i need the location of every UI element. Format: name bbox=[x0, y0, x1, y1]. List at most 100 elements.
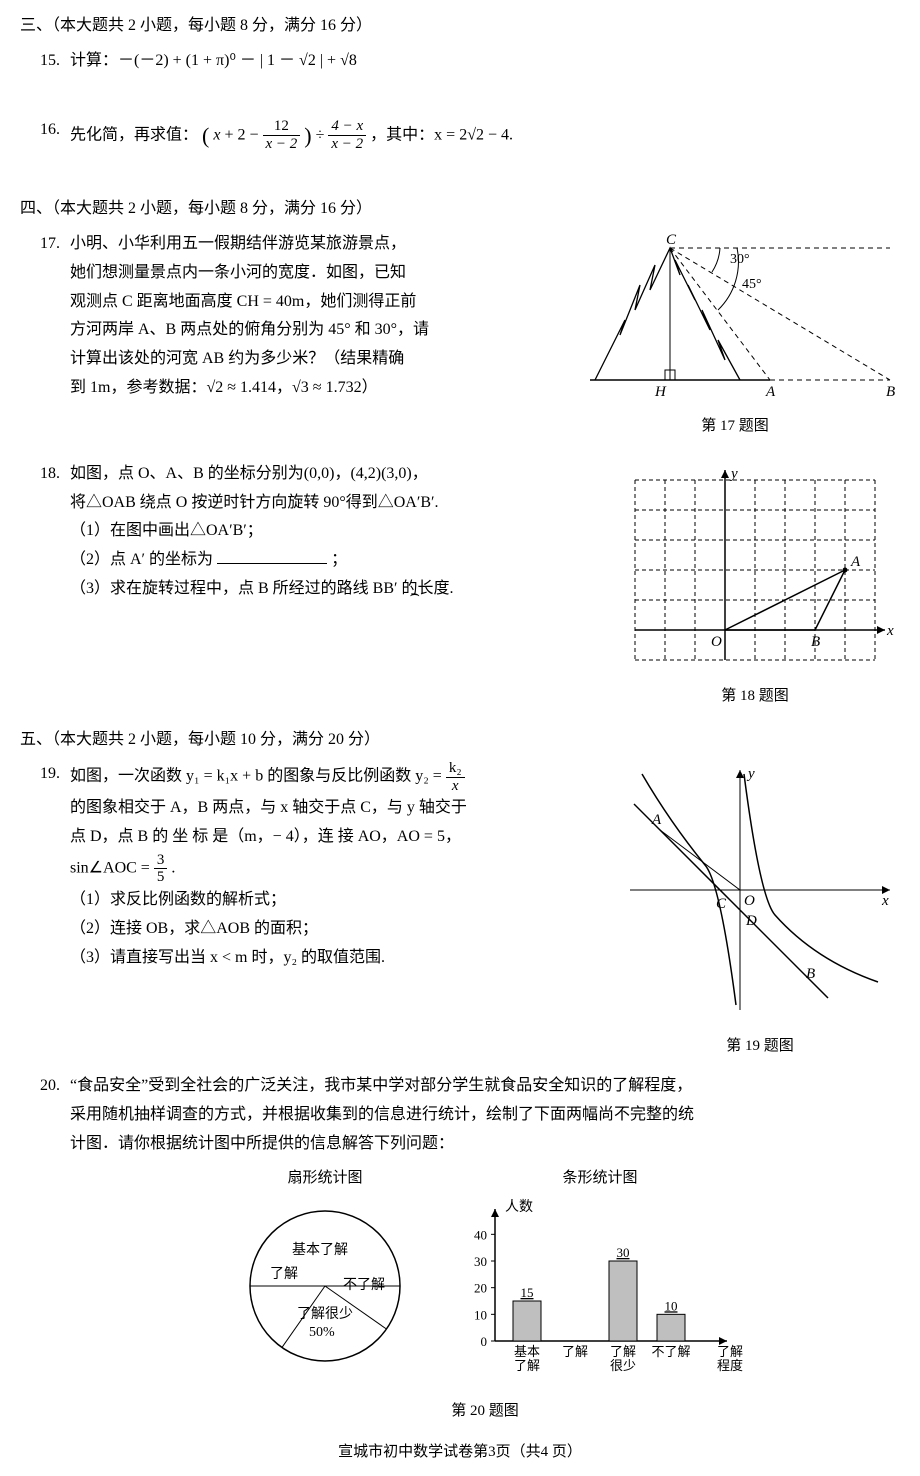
svg-text:O: O bbox=[711, 634, 722, 650]
q20-pie-title: 扇形统计图 bbox=[225, 1165, 425, 1192]
q17-figlabel: 第 17 题图 bbox=[570, 413, 900, 440]
section-four-header: 四、（本大题共 2 小题，每小题 8 分，满分 16 分） bbox=[20, 195, 900, 224]
q19-lead3: 点 D，点 B 的 坐 标 是（m，− 4），连 接 AO，AO = 5， bbox=[70, 823, 610, 852]
svg-text:基本: 基本 bbox=[514, 1344, 540, 1359]
q20-bar-block: 条形统计图 人数01020304015基本了解了解30了解很少10不了解了解程度 bbox=[455, 1165, 745, 1397]
q16-lead: 先化简，再求值： bbox=[70, 126, 198, 143]
q19-y: y bbox=[746, 766, 755, 782]
q19-A: A bbox=[651, 812, 662, 828]
q17-label-H: H bbox=[654, 384, 667, 400]
q16-tail: ，其中：x = 2√2 − 4. bbox=[370, 126, 513, 143]
q18-sub1: （1）在图中画出△OA′B′； bbox=[70, 517, 600, 546]
q16-frac2-n: 4 − x bbox=[328, 118, 366, 136]
q20-bar-title: 条形统计图 bbox=[455, 1165, 745, 1192]
q18-sub2a: （2）点 A′ 的坐标为 bbox=[70, 551, 213, 568]
q17-num: 17. bbox=[40, 230, 60, 259]
svg-text:10: 10 bbox=[665, 1298, 678, 1313]
svg-text:了解很少: 了解很少 bbox=[297, 1306, 353, 1322]
question-19: 19. 如图，一次函数 y₁ = k₁x + b 的图象与反比例函数 y₂ = … bbox=[70, 760, 900, 1060]
q19-sub1: （1）求反比例函数的解析式； bbox=[70, 886, 610, 915]
q19-sub2: （2）连接 OB，求△AOB 的面积； bbox=[70, 915, 610, 944]
q17-label-A: A bbox=[765, 384, 776, 400]
q17-line5: 计算出该处的河宽 AB 约为多少米？（结果精确 bbox=[70, 345, 560, 374]
svg-text:B: B bbox=[811, 634, 820, 650]
q16-frac1-d: x − 2 bbox=[263, 136, 301, 153]
q19-fd: x bbox=[446, 778, 465, 795]
q19-figure: A B O C D x y 第 19 题图 bbox=[620, 760, 900, 1060]
svg-text:50%: 50% bbox=[309, 1325, 335, 1340]
svg-text:人数: 人数 bbox=[505, 1199, 533, 1215]
q17-line2: 她们想测量景点内一条小河的宽度．如图，已知 bbox=[70, 259, 560, 288]
q20-line3: 计图．请你根据统计图中所提供的信息解答下列问题： bbox=[70, 1130, 900, 1159]
q16-num: 16. bbox=[40, 116, 60, 145]
svg-text:不了解: 不了解 bbox=[651, 1344, 690, 1359]
q17-line3: 观测点 C 距离地面高度 CH = 40m，她们测得正前 bbox=[70, 288, 560, 317]
q18-figure: A B Ox y 第 18 题图 bbox=[610, 460, 900, 710]
q19-num: 19. bbox=[40, 760, 60, 789]
q18-line2: 将△OAB 绕点 O 按逆时针方向旋转 90°得到△OA′B′. bbox=[70, 489, 600, 518]
svg-text:了解: 了解 bbox=[610, 1344, 636, 1359]
q19-sub3: （3）请直接写出当 x < m 时，y₂ 的取值范围. bbox=[70, 944, 610, 973]
q19-x: x bbox=[881, 893, 889, 909]
q19-fn: k₂ bbox=[446, 760, 465, 778]
q17-line6: 到 1m，参考数据：√2 ≈ 1.414，√3 ≈ 1.732） bbox=[70, 374, 560, 403]
section-three-header: 三、（本大题共 2 小题，每小题 8 分，满分 16 分） bbox=[20, 12, 900, 41]
svg-text:不了解: 不了解 bbox=[343, 1277, 385, 1293]
q18-figlabel: 第 18 题图 bbox=[610, 683, 900, 710]
q17-angle-30: 30° bbox=[730, 252, 750, 267]
svg-text:y: y bbox=[729, 466, 738, 482]
q18-line1: 如图，点 O、A、B 的坐标分别为(0,0)，(4,2)(3,0)， bbox=[70, 460, 600, 489]
q16-frac2-d: x − 2 bbox=[328, 136, 366, 153]
q19-D: D bbox=[745, 913, 757, 929]
question-16: 16. 先化简，再求值： ( x + 2 − 12x − 2 ) ÷ 4 − x… bbox=[70, 116, 900, 156]
q17-line4: 方河两岸 A、B 两点处的俯角分别为 45° 和 30°，请 bbox=[70, 316, 560, 345]
svg-text:了解: 了解 bbox=[717, 1344, 743, 1359]
q19-lead1: 如图，一次函数 y₁ = k₁x + b 的图象与反比例函数 y₂ = bbox=[70, 768, 446, 785]
q18-sub3: （3）求在旋转过程中，点 B 所经过的路线 BB′ 的长度. bbox=[70, 580, 454, 597]
section-five-header: 五、（本大题共 2 小题，每小题 10 分，满分 20 分） bbox=[20, 726, 900, 755]
question-18: 18. 如图，点 O、A、B 的坐标分别为(0,0)，(4,2)(3,0)， 将… bbox=[70, 460, 900, 710]
svg-text:很少: 很少 bbox=[610, 1358, 636, 1373]
svg-text:了解: 了解 bbox=[514, 1358, 540, 1373]
question-17: 17. 小明、小华利用五一假期结伴游览某旅游景点， 她们想测量景点内一条小河的宽… bbox=[70, 230, 900, 440]
q19-l4n: 3 bbox=[154, 852, 168, 870]
q15-text: 计算：－(－2) + (1 + π)⁰ － | 1 － √2 | + √8 bbox=[70, 52, 357, 69]
svg-text:了解: 了解 bbox=[562, 1344, 588, 1359]
q20-figlabel: 第 20 题图 bbox=[70, 1398, 900, 1425]
q20-num: 20. bbox=[40, 1072, 60, 1101]
q17-figure: 30° 45° C H A B 第 17 题图 bbox=[570, 230, 900, 440]
q17-label-C: C bbox=[666, 232, 677, 248]
svg-text:15: 15 bbox=[521, 1285, 534, 1300]
svg-text:程度: 程度 bbox=[717, 1358, 743, 1373]
q18-sub2b: ； bbox=[331, 551, 347, 568]
svg-text:30: 30 bbox=[474, 1254, 487, 1269]
svg-text:30: 30 bbox=[617, 1245, 630, 1260]
q17-angle-45: 45° bbox=[742, 277, 762, 292]
q19-C: C bbox=[716, 896, 727, 912]
question-15: 15. 计算：－(－2) + (1 + π)⁰ － | 1 － √2 | + √… bbox=[70, 47, 900, 76]
q20-line1: “食品安全”受到全社会的广泛关注，我市某中学对部分学生就食品安全知识的了解程度， bbox=[70, 1072, 900, 1101]
svg-text:x: x bbox=[886, 623, 894, 639]
q20-line2: 采用随机抽样调查的方式，并根据收集到的信息进行统计，绘制了下面两幅尚不完整的统 bbox=[70, 1101, 900, 1130]
q16-frac1-n: 12 bbox=[263, 118, 301, 136]
svg-text:基本了解: 基本了解 bbox=[292, 1241, 348, 1258]
svg-text:A: A bbox=[850, 554, 861, 570]
page-footer: 宣城市初中数学试卷第3页（共4 页） bbox=[20, 1439, 900, 1466]
q19-B: B bbox=[806, 966, 815, 982]
q19-lead4a: sin∠AOC = bbox=[70, 860, 154, 877]
question-20: 20. “食品安全”受到全社会的广泛关注，我市某中学对部分学生就食品安全知识的了… bbox=[70, 1072, 900, 1425]
svg-text:40: 40 bbox=[474, 1227, 487, 1242]
q19-O: O bbox=[744, 893, 755, 909]
q20-pie-block: 扇形统计图 基本了解了解不了解了解很少 50% bbox=[225, 1165, 425, 1397]
q19-lead2: 的图象相交于 A，B 两点，与 x 轴交于点 C，与 y 轴交于 bbox=[70, 794, 610, 823]
q18-blank bbox=[217, 563, 327, 564]
svg-text:0: 0 bbox=[481, 1334, 488, 1349]
q15-num: 15. bbox=[40, 47, 60, 76]
svg-text:20: 20 bbox=[474, 1280, 487, 1295]
svg-text:10: 10 bbox=[474, 1307, 487, 1322]
q19-l4d: 5 bbox=[154, 869, 168, 886]
q18-num: 18. bbox=[40, 460, 60, 489]
q17-line1: 小明、小华利用五一假期结伴游览某旅游景点， bbox=[70, 230, 560, 259]
q19-figlabel: 第 19 题图 bbox=[620, 1033, 900, 1060]
svg-text:了解: 了解 bbox=[270, 1266, 298, 1282]
